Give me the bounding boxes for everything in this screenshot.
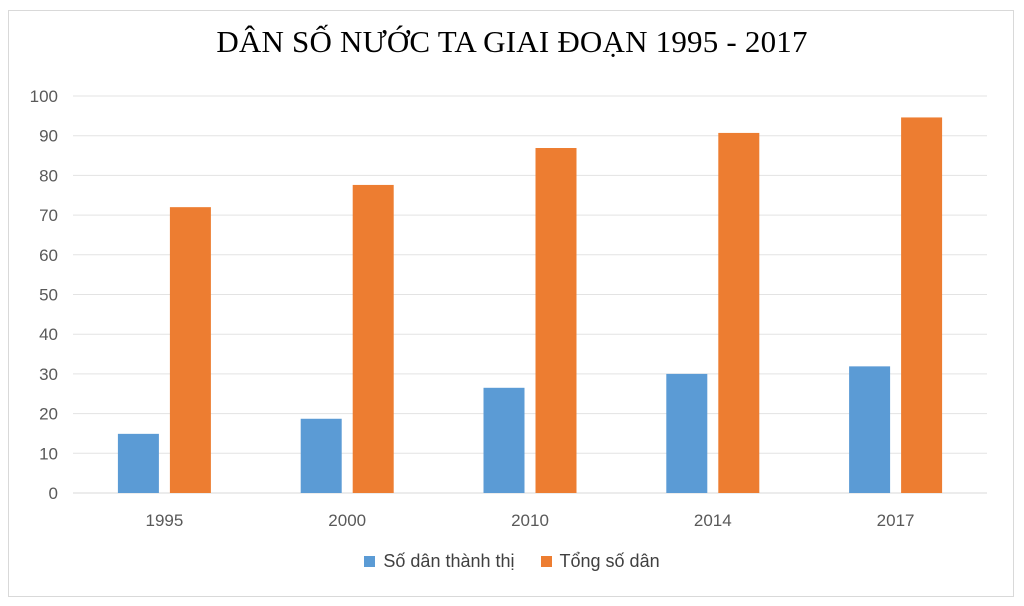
chart-title: DÂN SỐ NƯỚC TA GIAI ĐOẠN 1995 - 2017 [216,24,808,59]
legend-label-urban: Số dân thành thị [383,551,515,571]
bar-urban-1995 [117,433,159,493]
bar-urban-2000 [300,418,342,493]
y-tick-label: 10 [39,444,58,463]
bar-total-2010 [535,148,577,493]
x-tick-label: 2014 [694,511,732,530]
y-tick-label: 100 [30,87,58,106]
x-tick-label: 2000 [328,511,366,530]
legend-item-urban: Số dân thành thị [364,551,515,572]
y-tick-label: 70 [39,206,58,225]
y-tick-label: 60 [39,246,58,265]
legend-label-total: Tổng số dân [559,551,660,571]
bar-total-2014 [718,132,760,493]
bar-total-1995 [169,207,211,493]
legend: Số dân thành thị Tổng số dân [0,551,1024,572]
gridlines [73,95,987,494]
x-tick-label: 2017 [877,511,915,530]
bar-total-2000 [352,184,394,494]
bar-urban-2017 [849,366,891,493]
y-tick-label: 90 [39,127,58,146]
y-axis-tick-labels: 0 10 20 30 40 50 60 70 80 90 100 [30,87,58,503]
bar-urban-2010 [483,387,525,493]
legend-swatch-total [540,556,552,567]
y-tick-label: 30 [39,365,58,384]
bar-urban-2014 [666,373,708,493]
bar-total-2017 [901,117,943,494]
x-axis-tick-labels: 1995 2000 2010 2014 2017 [145,511,914,530]
y-tick-label: 50 [39,286,58,305]
bars [117,117,943,494]
x-tick-label: 2010 [511,511,549,530]
y-tick-label: 20 [39,405,58,424]
y-tick-label: 80 [39,166,58,185]
legend-item-total: Tổng số dân [540,551,660,572]
y-tick-label: 0 [49,484,58,503]
legend-swatch-urban [364,556,376,567]
x-tick-label: 1995 [145,511,183,530]
y-tick-label: 40 [39,325,58,344]
